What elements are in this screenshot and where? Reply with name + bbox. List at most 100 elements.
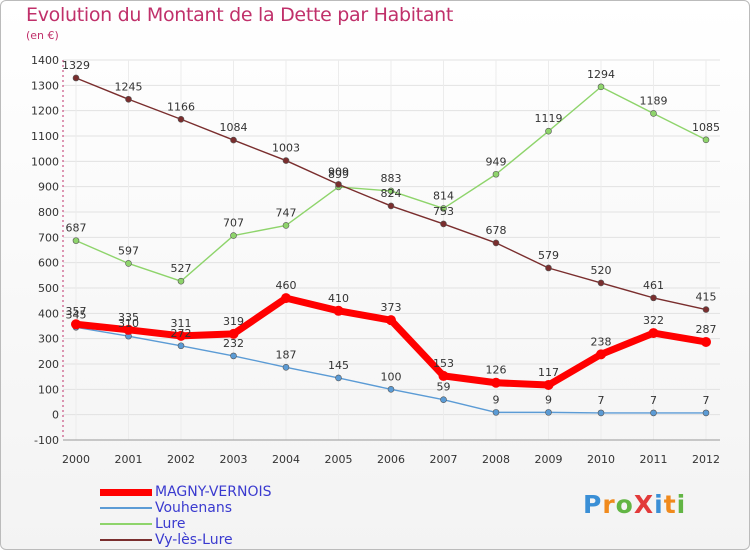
- x-tick-label: 2005: [325, 453, 353, 466]
- data-label: 9: [545, 393, 552, 406]
- data-point: [72, 74, 80, 82]
- data-point: [702, 306, 710, 313]
- data-label: 126: [486, 364, 507, 377]
- data-label: 100: [381, 370, 402, 383]
- data-point: [72, 237, 80, 244]
- data-point: [702, 409, 710, 417]
- data-point: [650, 409, 657, 417]
- data-point: [387, 386, 395, 393]
- data-point: [597, 409, 605, 417]
- data-point: [228, 328, 239, 339]
- data-label: 899: [328, 168, 349, 181]
- data-label: 59: [437, 381, 451, 394]
- x-tick-label: 2002: [167, 453, 195, 466]
- data-point: [230, 232, 237, 239]
- legend-swatch: [100, 539, 152, 541]
- data-label: 1189: [640, 94, 668, 107]
- data-label: 7: [598, 394, 605, 407]
- y-tick-label: 1300: [31, 79, 59, 92]
- data-label: 460: [276, 279, 297, 292]
- data-point: [650, 110, 657, 117]
- data-point: [545, 409, 552, 416]
- data-point: [648, 328, 659, 339]
- y-tick-label: 900: [38, 181, 59, 194]
- legend-label: Vouhenans: [155, 500, 233, 516]
- data-point: [71, 319, 81, 330]
- x-tick-label: 2006: [377, 453, 405, 466]
- y-tick-label: 800: [38, 206, 59, 219]
- data-point: [125, 95, 132, 103]
- data-label: 687: [66, 222, 87, 235]
- data-point: [387, 187, 395, 195]
- data-label: 1084: [220, 121, 248, 134]
- y-tick-label: 300: [38, 333, 59, 346]
- data-label: 322: [643, 314, 664, 327]
- data-point: [440, 205, 447, 212]
- data-point: [335, 181, 342, 188]
- data-point: [177, 277, 185, 285]
- legend-label: Vy-lès-Lure: [155, 532, 233, 548]
- data-label: 238: [591, 335, 612, 348]
- data-point: [123, 324, 134, 335]
- x-tick-label: 2010: [587, 453, 615, 466]
- data-point: [440, 396, 447, 404]
- legend-swatch: [100, 488, 152, 496]
- proxiti-logo: ProXiti: [583, 490, 687, 519]
- data-point: [545, 127, 552, 135]
- data-label: 287: [696, 323, 717, 336]
- data-label: 1085: [692, 121, 720, 134]
- data-point: [282, 363, 290, 371]
- data-point: [386, 315, 396, 326]
- y-tick-label: 1400: [31, 54, 59, 67]
- data-label: 415: [696, 291, 717, 304]
- legend-item: Vy-lès-Lure: [100, 532, 272, 548]
- x-tick-label: 2001: [115, 453, 143, 466]
- data-label: 1329: [62, 59, 90, 72]
- y-tick-label: 700: [38, 231, 59, 244]
- data-label: 7: [703, 394, 710, 407]
- data-point: [281, 293, 291, 304]
- data-point: [491, 377, 501, 388]
- data-point: [177, 342, 185, 350]
- data-label: 357: [66, 305, 87, 318]
- x-tick-label: 2008: [482, 453, 510, 466]
- data-point: [597, 83, 605, 91]
- data-label: 145: [328, 359, 349, 372]
- x-tick-label: 2000: [62, 453, 90, 466]
- legend-label: MAGNY-VERNOIS: [155, 484, 272, 500]
- legend-item: Vouhenans: [100, 500, 272, 516]
- y-tick-label: 0: [52, 409, 59, 422]
- legend: MAGNY-VERNOIS Vouhenans Lure Vy-lès-Lure: [100, 484, 272, 548]
- legend-label: Lure: [155, 516, 186, 532]
- y-tick-label: 400: [38, 307, 59, 320]
- data-label: 461: [643, 279, 664, 292]
- data-label: 1294: [587, 68, 615, 81]
- data-label: 824: [381, 187, 402, 200]
- data-point: [492, 239, 500, 247]
- data-label: 707: [223, 217, 244, 230]
- data-label: 373: [381, 301, 402, 314]
- data-label: 310: [118, 317, 139, 330]
- data-point: [650, 294, 657, 302]
- data-point: [230, 136, 237, 144]
- y-tick-label: 200: [38, 358, 59, 371]
- data-label: 311: [171, 317, 192, 330]
- data-label: 117: [538, 366, 559, 379]
- data-label: 319: [223, 315, 244, 328]
- data-label: 814: [433, 189, 454, 202]
- y-tick-label: -100: [34, 434, 59, 447]
- data-label: 597: [118, 244, 139, 257]
- legend-swatch: [100, 507, 152, 509]
- data-label: 1003: [272, 142, 300, 155]
- data-label: 949: [486, 155, 507, 168]
- data-label: 527: [171, 262, 192, 275]
- data-label: 747: [276, 206, 297, 219]
- data-point: [438, 370, 449, 381]
- data-label: 7: [650, 394, 657, 407]
- x-tick-label: 2009: [535, 453, 563, 466]
- data-point: [545, 264, 552, 272]
- y-tick-label: 1100: [31, 130, 59, 143]
- data-point: [282, 157, 290, 164]
- data-label: 520: [591, 264, 612, 277]
